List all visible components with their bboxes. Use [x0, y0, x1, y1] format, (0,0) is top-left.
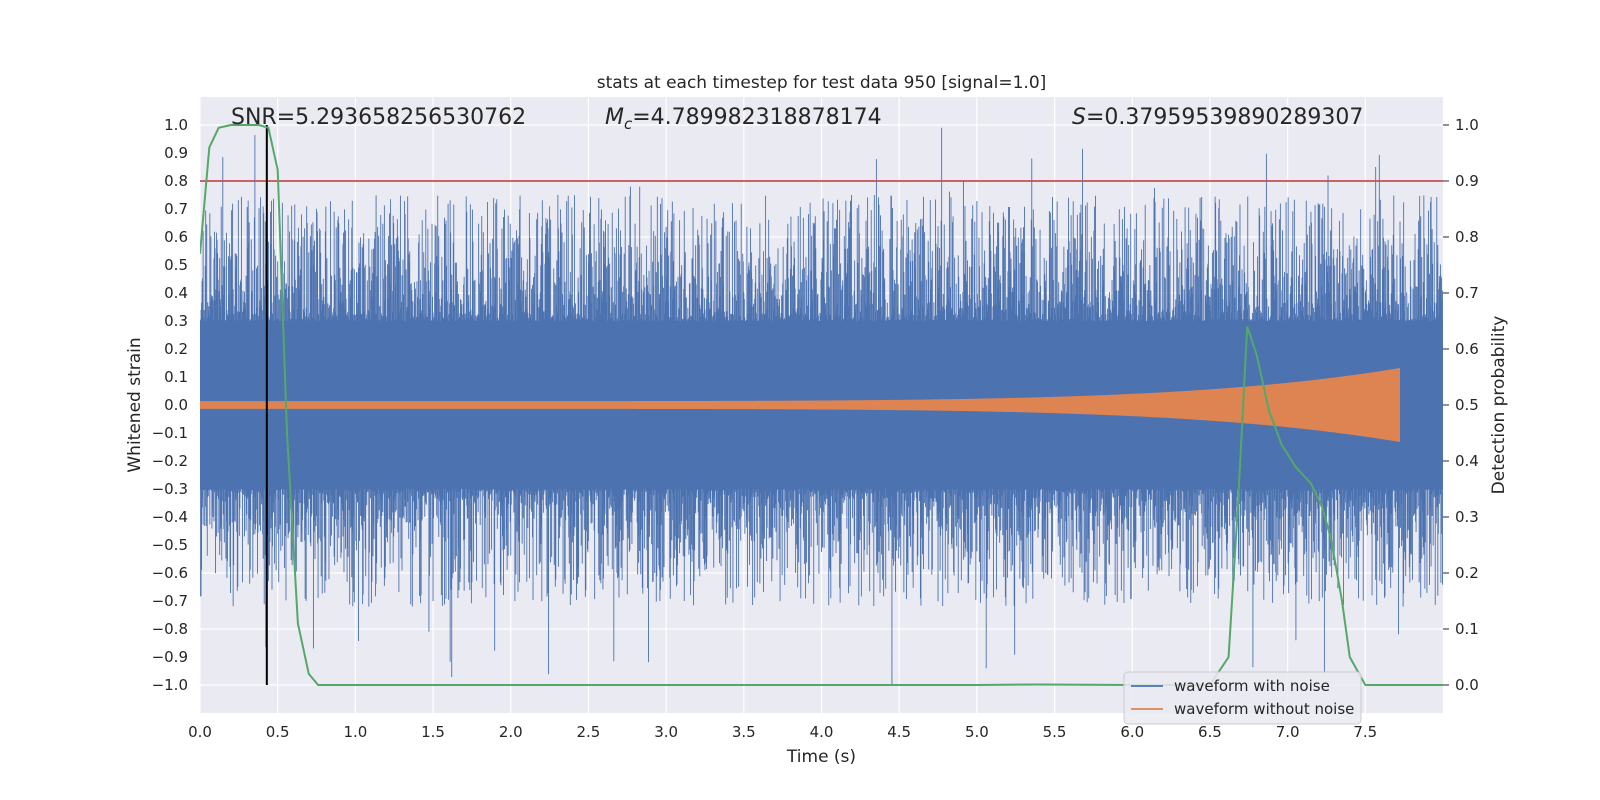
y-tick-label: −0.6	[152, 564, 188, 582]
clean-waveform-line	[200, 368, 1400, 442]
y-tick-label: 0.0	[164, 396, 188, 414]
x-tick-label: 5.0	[965, 723, 989, 741]
x-tick-label: 7.0	[1276, 723, 1300, 741]
y2-tick-label: 0.0	[1455, 676, 1479, 694]
y-tick-label: 0.1	[164, 368, 188, 386]
s-value: =0.37959539890289307	[1086, 105, 1363, 130]
legend-label-clean: waveform without noise	[1174, 700, 1354, 718]
chirp-mass-annotation: Mc=4.789982318878174	[605, 105, 882, 133]
legend-box	[1123, 671, 1362, 725]
x-tick-label: 3.5	[732, 723, 756, 741]
legend-label-noisy: waveform with noise	[1174, 677, 1330, 695]
x-tick-label: 4.0	[810, 723, 834, 741]
y-tick-label: −0.9	[152, 648, 188, 666]
y-tick-label: −0.7	[152, 592, 188, 610]
x-tick-label: 0.5	[266, 723, 290, 741]
y2-tick-label: 0.3	[1455, 508, 1479, 526]
y-tick-label: 1.0	[164, 116, 188, 134]
legend: waveform with noise waveform without noi…	[1123, 671, 1362, 725]
tick-labels: 0.0 0.5 1.0 1.5 2.0 2.5 3.0 3.5 4.0 4.5 5.0 5.5 6.0 6…	[152, 116, 1479, 741]
x-tick-label: 0.0	[188, 723, 212, 741]
x-tick-label: 5.5	[1043, 723, 1067, 741]
y2-tick-label: 0.6	[1455, 340, 1479, 358]
plot-area	[200, 124, 1443, 686]
chart-title: stats at each timestep for test data 950…	[597, 73, 1047, 93]
y-tick-label: −0.8	[152, 620, 188, 638]
y-tick-label: 0.3	[164, 312, 188, 330]
y2-tick-label: 0.5	[1455, 396, 1479, 414]
chirp-mass-subscript: c	[624, 115, 633, 133]
chirp-mass-value: =4.789982318878174	[632, 105, 881, 130]
y2-tick-label: 0.9	[1455, 172, 1479, 190]
s-symbol: S	[1072, 105, 1086, 130]
y-tick-label: 0.8	[164, 172, 188, 190]
y2-tick-label: 0.7	[1455, 284, 1479, 302]
y-tick-label: 0.2	[164, 340, 188, 358]
s-annotation: S=0.37959539890289307	[1072, 105, 1363, 130]
y2-tick-label: 1.0	[1455, 116, 1479, 134]
x-tick-label: 1.5	[421, 723, 445, 741]
chirp-mass-symbol: M	[605, 105, 624, 130]
snr-annotation: SNR=5.293658256530762	[231, 105, 526, 130]
y-tick-label: −0.5	[152, 536, 188, 554]
y2-axis-label: Detection probability	[1489, 316, 1509, 495]
x-tick-label: 1.0	[343, 723, 367, 741]
y-tick-label: −0.2	[152, 452, 188, 470]
x-tick-label: 6.5	[1198, 723, 1222, 741]
y2-tick-label: 0.2	[1455, 564, 1479, 582]
y2-tick-label: 0.4	[1455, 452, 1479, 470]
x-axis-label: Time (s)	[786, 747, 856, 767]
y-tick-label: 0.5	[164, 256, 188, 274]
x-tick-label: 2.0	[499, 723, 523, 741]
x-tick-label: 7.5	[1353, 723, 1377, 741]
y-tick-label: −1.0	[152, 676, 188, 694]
y-tick-label: 0.6	[164, 228, 188, 246]
y-tick-label: −0.4	[152, 508, 188, 526]
x-tick-label: 4.5	[887, 723, 911, 741]
y-tick-label: −0.3	[152, 480, 188, 498]
y-tick-label: 0.4	[164, 284, 188, 302]
x-tick-label: 2.5	[577, 723, 601, 741]
y2-tick-label: 0.1	[1455, 620, 1479, 638]
detection-probability-line	[200, 124, 1443, 686]
x-tick-label: 3.0	[654, 723, 678, 741]
y2-tick-label: 0.8	[1455, 228, 1479, 246]
y-tick-label: −0.1	[152, 424, 188, 442]
y-tick-label: 0.9	[164, 144, 188, 162]
x-tick-label: 6.0	[1120, 723, 1144, 741]
y-axis-label: Whitened strain	[125, 337, 145, 472]
y-tick-label: 0.7	[164, 200, 188, 218]
